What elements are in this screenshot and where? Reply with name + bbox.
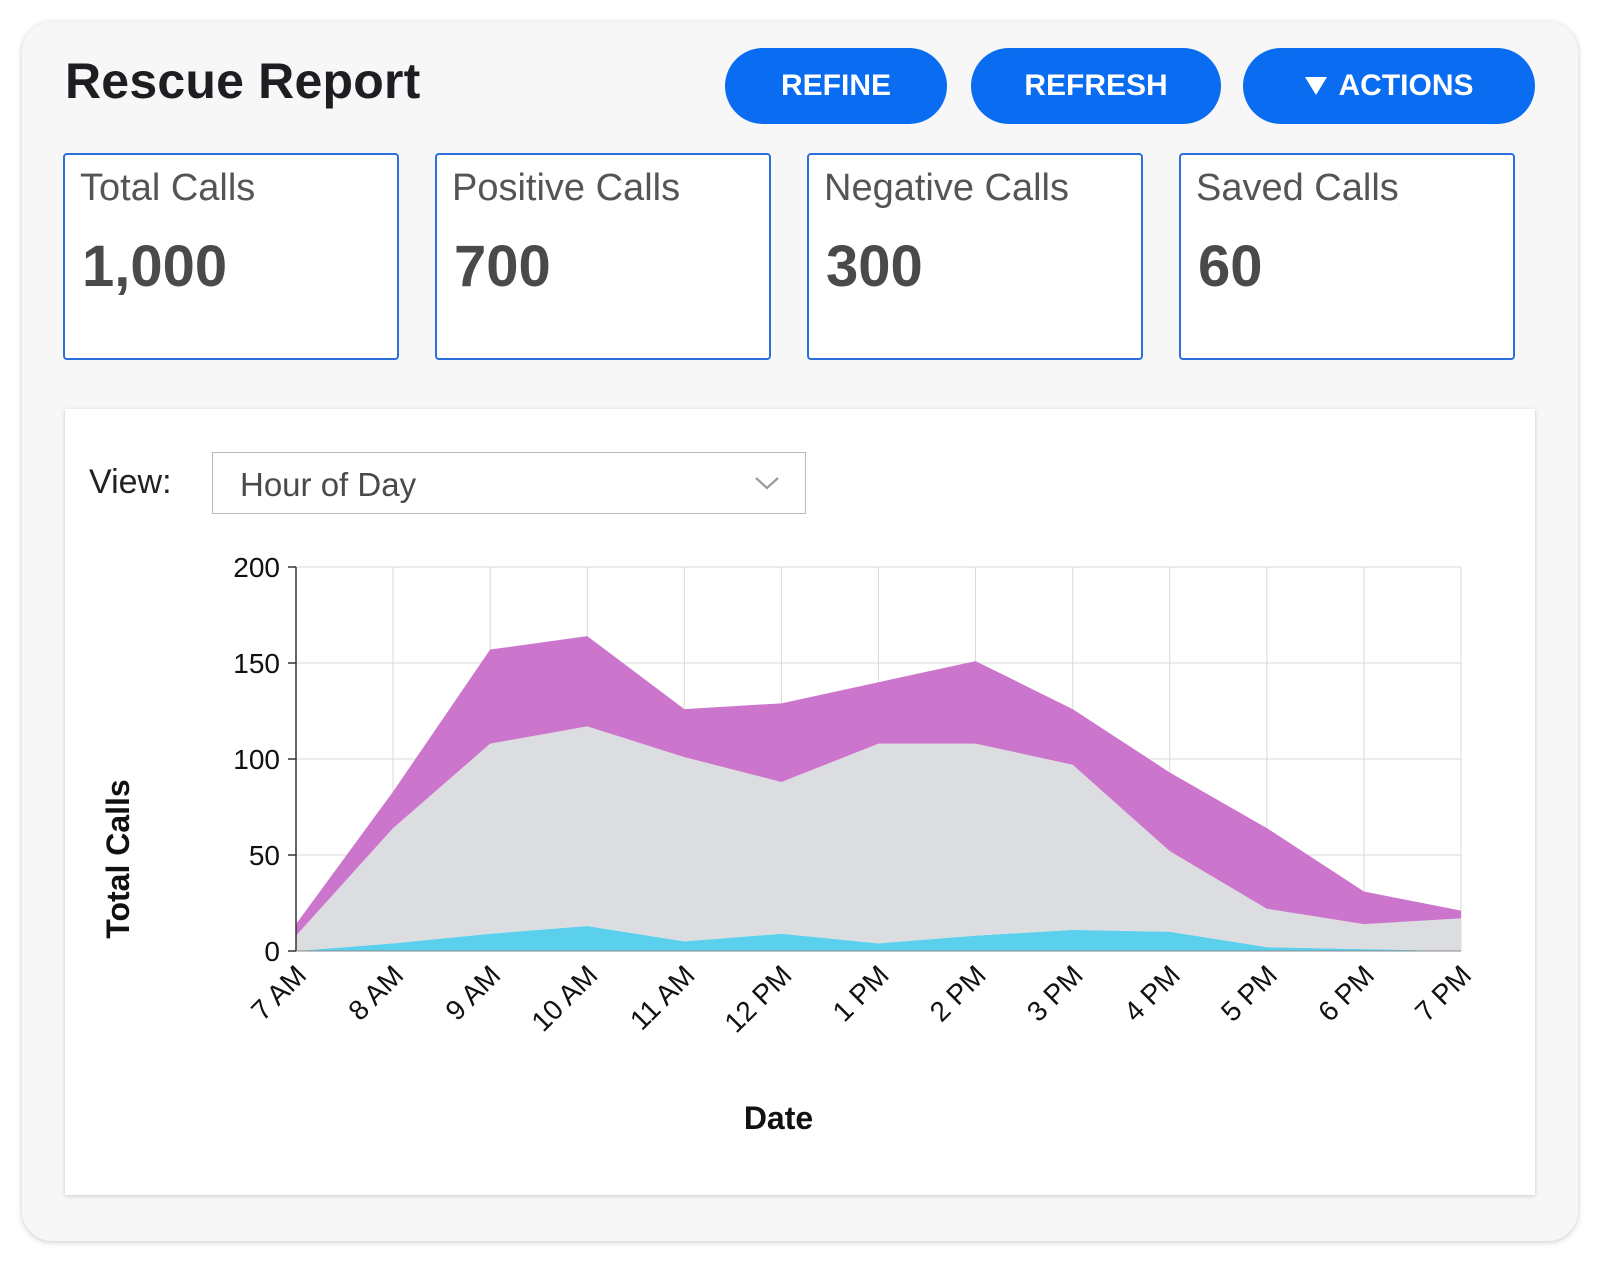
stat-card-total-calls: Total Calls 1,000 [63,153,399,360]
refine-button[interactable]: REFINE [725,48,947,124]
caret-down-icon [1304,77,1327,95]
page-title: Rescue Report [65,53,421,109]
x-tick-label: 8 AM [342,959,409,1026]
actions-button-label: ACTIONS [1338,69,1474,102]
y-axis-title: Total Calls [100,779,136,938]
chart-panel: 0 50 100 150 200 7 AM 8 AM 9 AM 10 AM 11 AM 12 PM 1… [65,409,1535,1195]
x-tick-label: 4 PM [1118,959,1186,1027]
x-tick-label: 10 AM [525,959,603,1037]
refresh-button-label: REFRESH [1024,69,1168,102]
stat-value: 1,000 [82,234,228,299]
x-tick-label: 7 AM [245,959,312,1026]
view-label: View: [89,463,172,501]
y-tick-label: 50 [249,840,280,871]
stat-value: 60 [1198,234,1263,299]
y-tick-label: 150 [233,648,280,679]
x-tick-label: 11 AM [624,959,701,1036]
x-tick-label: 12 PM [719,959,798,1038]
y-tick-label: 0 [264,936,280,967]
stat-card-positive-calls: Positive Calls 700 [435,153,771,360]
stat-label: Positive Calls [452,167,681,209]
view-select[interactable]: Hour of Day [212,452,806,514]
area-series-2 [296,636,1461,936]
x-tick-label: 1 PM [827,959,895,1027]
stat-card-saved-calls: Saved Calls 60 [1179,153,1515,360]
y-tick-label: 200 [233,552,280,583]
y-tick-label: 100 [233,744,280,775]
x-tick-label: 9 AM [439,959,506,1026]
rescue-report-card: Rescue Report REFINE REFRESH ACTIONS Tot… [22,22,1578,1241]
stat-card-negative-calls: Negative Calls 300 [807,153,1143,360]
chevron-down-icon [755,477,779,490]
stat-label: Total Calls [80,167,256,209]
actions-dropdown-button[interactable]: ACTIONS [1243,48,1535,124]
x-tick-label: 3 PM [1021,959,1089,1027]
x-axis-title: Date [744,1100,813,1136]
x-tick-label: 7 PM [1409,959,1477,1027]
stat-label: Negative Calls [824,167,1069,209]
stat-label: Saved Calls [1196,167,1399,209]
stat-value: 300 [826,234,923,299]
x-tick-label: 6 PM [1312,959,1380,1027]
refine-button-label: REFINE [780,69,891,102]
area-series-1 [296,726,1461,951]
x-tick-label: 2 PM [924,959,992,1027]
refresh-button[interactable]: REFRESH [971,48,1221,124]
x-tick-label: 5 PM [1215,959,1283,1027]
area-chart: 0 50 100 150 200 7 AM 8 AM 9 AM 10 AM 11 AM 12 PM 1… [100,552,1477,1136]
stat-value: 700 [454,234,551,299]
area-series-0 [296,926,1461,951]
view-select-value: Hour of Day [240,466,417,503]
